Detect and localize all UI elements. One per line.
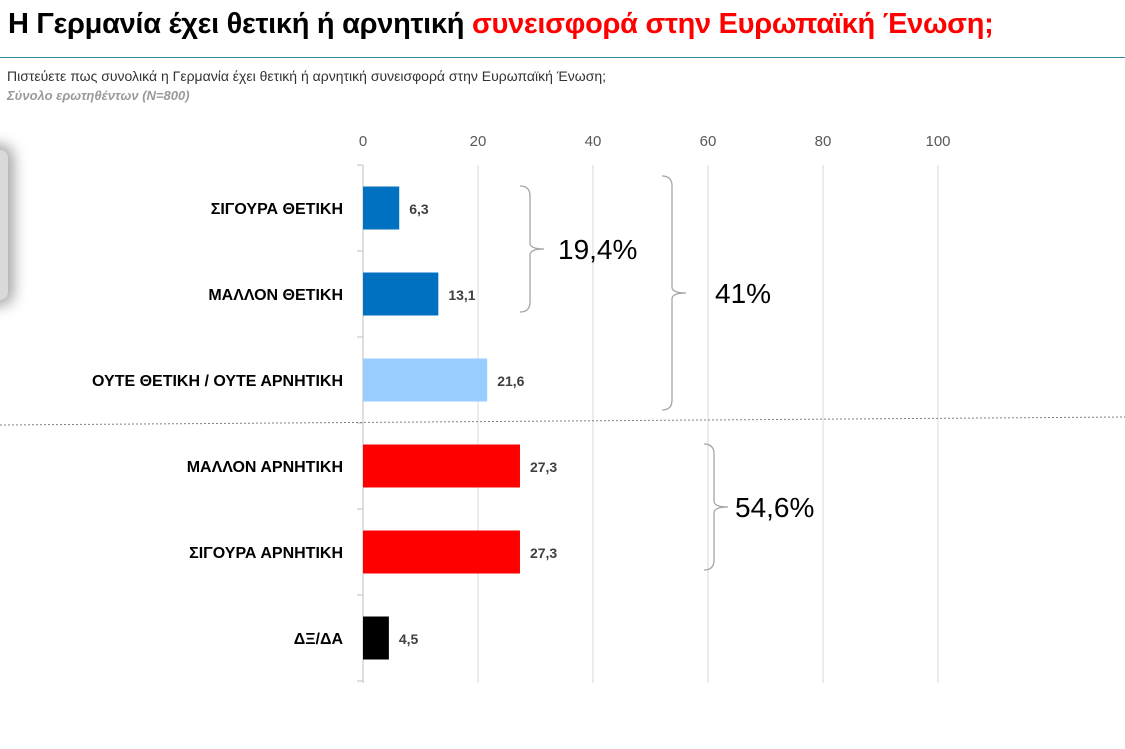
title-main: Η Γερμανία έχει θετική ή αρνητική [8, 8, 465, 40]
category-label: ΜΑΛΛΟΝ ΘΕΤΙΚΗ [208, 287, 343, 304]
edge-shadow [0, 150, 8, 300]
bar [363, 444, 520, 488]
bar [363, 272, 439, 316]
bar [363, 186, 400, 230]
annotation-bracket [519, 185, 545, 313]
x-tick-label: 100 [925, 133, 950, 150]
value-label: 13,1 [448, 287, 475, 303]
value-label: 4,5 [399, 631, 419, 647]
category-label: ΜΑΛΛΟΝ ΑΡΝΗΤΙΚΗ [187, 459, 343, 476]
annotation-label: 54,6% [735, 492, 814, 523]
annotation-bracket [661, 175, 687, 411]
bar [363, 616, 389, 660]
annotation-label: 19,4% [558, 234, 637, 265]
x-tick-label: 20 [470, 133, 487, 150]
category-label: ΟΥΤΕ ΘΕΤΙΚΗ / ΟΥΤΕ ΑΡΝΗΤΙΚΗ [92, 373, 343, 390]
category-label: ΣΙΓΟΥΡΑ ΑΡΝΗΤΙΚΗ [189, 545, 343, 562]
value-label: 21,6 [497, 373, 524, 389]
title-divider [0, 57, 1125, 58]
bar [363, 530, 520, 574]
bar [363, 358, 488, 402]
annotation-label: 41% [715, 278, 771, 309]
separator-line [0, 416, 1125, 426]
sample-base: Σύνολο ερωτηθέντων (N=800) [7, 88, 190, 103]
x-tick-label: 80 [815, 133, 832, 150]
x-tick-label: 0 [359, 133, 367, 150]
value-label: 27,3 [530, 545, 557, 561]
x-tick-label: 60 [700, 133, 717, 150]
annotation-bracket [703, 443, 729, 571]
title-highlight: συνεισφορά στην Ευρωπαϊκή Ένωση; [471, 8, 994, 40]
value-label: 27,3 [530, 459, 557, 475]
category-label: ΣΙΓΟΥΡΑ ΘΕΤΙΚΗ [211, 201, 343, 218]
page-title: Η Γερμανία έχει θετική ή αρνητική συνεισ… [8, 8, 994, 41]
x-tick-label: 40 [585, 133, 602, 150]
value-label: 6,3 [409, 201, 429, 217]
category-label: ΔΞ/ΔΑ [294, 631, 344, 648]
survey-question: Πιστεύετε πως συνολικά η Γερμανία έχει θ… [7, 68, 607, 84]
